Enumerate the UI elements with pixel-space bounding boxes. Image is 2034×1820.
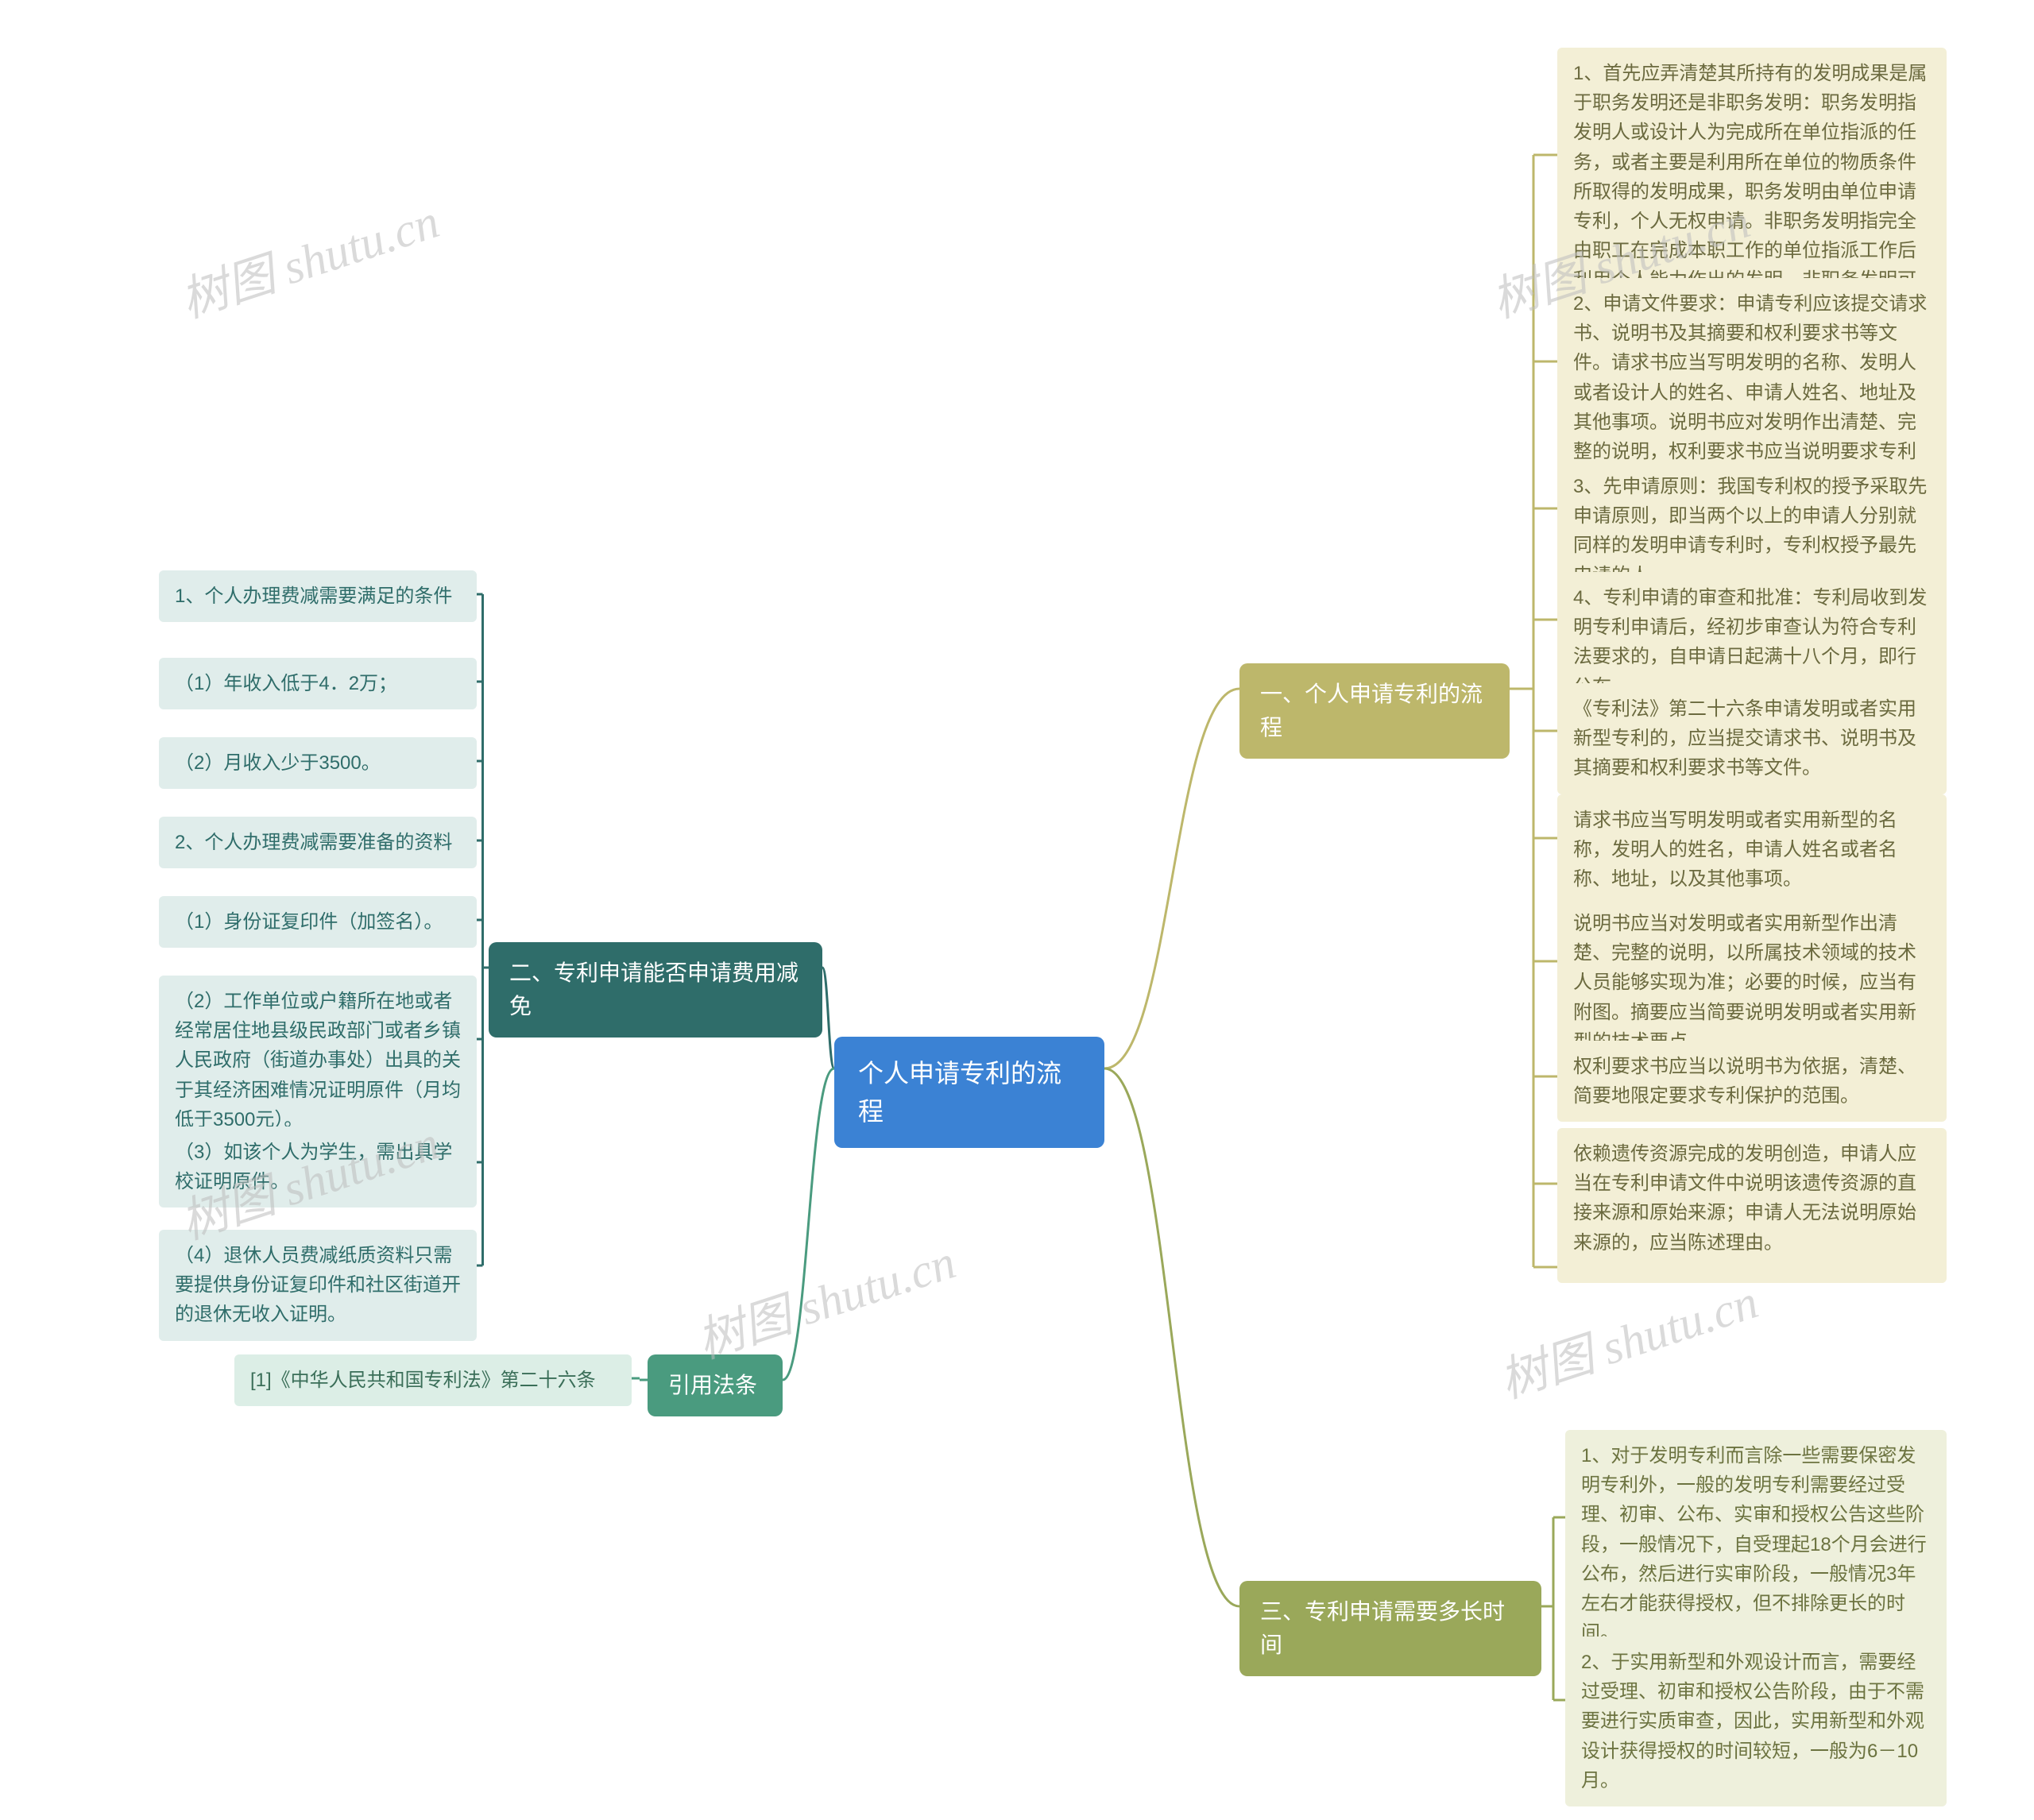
watermark: 树图 shutu.cn	[171, 183, 447, 331]
branch-2: 二、专利申请能否申请费用减免	[489, 942, 822, 1038]
b1-leaf-9	[1557, 1251, 1947, 1283]
b3-leaf-1: 2、于实用新型和外观设计而言，需要经过受理、初审和授权公告阶段，由于不需要进行实…	[1565, 1636, 1947, 1806]
watermark: 树图 shutu.cn	[687, 1223, 963, 1372]
root-node: 个人申请专利的流程	[834, 1037, 1104, 1148]
b2-leaf-0: 1、个人办理费减需要满足的条件	[159, 570, 477, 622]
b4-leaf-0: [1]《中华人民共和国专利法》第二十六条	[234, 1354, 632, 1406]
b2-leaf-5: （2）工作单位或户籍所在地或者经常居住地县级民政部门或者乡镇人民政府（街道办事处…	[159, 976, 477, 1146]
b1-leaf-4: 《专利法》第二十六条申请发明或者实用新型专利的，应当提交请求书、说明书及其摘要和…	[1557, 683, 1947, 794]
b3-leaf-0: 1、对于发明专利而言除一些需要保密发明专利外，一般的发明专利需要经过受理、初审、…	[1565, 1430, 1947, 1659]
b2-leaf-7: （4）退休人员费减纸质资料只需要提供身份证复印件和社区街道开的退休无收入证明。	[159, 1230, 477, 1341]
branch-3: 三、专利申请需要多长时间	[1239, 1581, 1541, 1676]
b2-leaf-6: （3）如该个人为学生，需出具学校证明原件。	[159, 1126, 477, 1208]
b1-leaf-8: 依赖遗传资源完成的发明创造，申请人应当在专利申请文件中说明该遗传资源的直接来源和…	[1557, 1128, 1947, 1269]
b1-leaf-5: 请求书应当写明发明或者实用新型的名称，发明人的姓名，申请人姓名或者名称、地址，以…	[1557, 794, 1947, 906]
b1-leaf-7: 权利要求书应当以说明书为依据，清楚、简要地限定要求专利保护的范围。	[1557, 1041, 1947, 1122]
b2-leaf-3: 2、个人办理费减需要准备的资料	[159, 817, 477, 868]
branch-1: 一、个人申请专利的流程	[1239, 663, 1510, 759]
b2-leaf-1: （1）年收入低于4．2万；	[159, 658, 477, 709]
b2-leaf-4: （1）身份证复印件（加签名）。	[159, 896, 477, 948]
watermark: 树图 shutu.cn	[1490, 1263, 1765, 1412]
b2-leaf-2: （2）月收入少于3500。	[159, 737, 477, 789]
branch-4: 引用法条	[648, 1354, 783, 1416]
